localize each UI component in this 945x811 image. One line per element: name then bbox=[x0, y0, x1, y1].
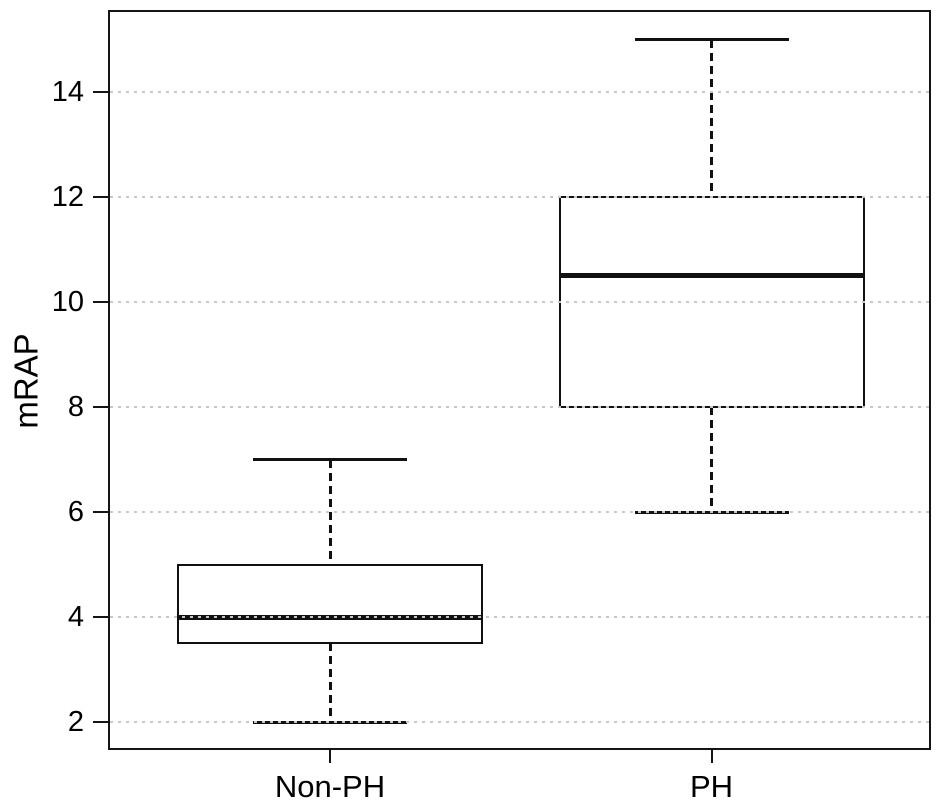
gridline-y-12 bbox=[110, 196, 929, 198]
y-tick-14 bbox=[93, 91, 108, 93]
gridline-y-10 bbox=[110, 301, 929, 303]
gridline-y-14 bbox=[110, 91, 929, 93]
gridline-y-6 bbox=[110, 511, 929, 513]
x-tick-label-ph: PH bbox=[689, 769, 734, 804]
y-tick-10 bbox=[93, 301, 108, 303]
plot-area bbox=[108, 10, 931, 750]
whisker-cap-top-non-ph bbox=[253, 458, 407, 461]
y-tick-label-4: 4 bbox=[67, 601, 84, 633]
iqr-box-non-ph bbox=[177, 563, 483, 645]
gridline-y-2 bbox=[110, 721, 929, 723]
y-tick-label-14: 14 bbox=[51, 76, 84, 108]
x-tick-ph bbox=[710, 750, 713, 763]
y-tick-label-8: 8 bbox=[67, 391, 84, 423]
whisker-lower-ph bbox=[710, 407, 713, 512]
y-tick-4 bbox=[93, 616, 108, 618]
y-tick-12 bbox=[93, 196, 108, 198]
y-tick-label-10: 10 bbox=[51, 286, 84, 318]
median-line-ph bbox=[558, 273, 865, 279]
gridline-y-4 bbox=[110, 616, 929, 618]
whisker-cap-top-ph bbox=[634, 38, 789, 41]
x-tick-label-non-ph: Non-PH bbox=[274, 769, 386, 804]
y-tick-label-6: 6 bbox=[67, 496, 84, 528]
y-tick-6 bbox=[93, 511, 108, 513]
y-tick-2 bbox=[93, 721, 108, 723]
y-tick-label-2: 2 bbox=[67, 706, 84, 738]
y-tick-8 bbox=[93, 406, 108, 408]
y-tick-label-12: 12 bbox=[51, 181, 84, 213]
whisker-lower-non-ph bbox=[328, 643, 332, 722]
x-tick-non-ph bbox=[329, 750, 331, 763]
whisker-upper-ph bbox=[710, 39, 713, 197]
gridline-y-8 bbox=[110, 406, 929, 408]
